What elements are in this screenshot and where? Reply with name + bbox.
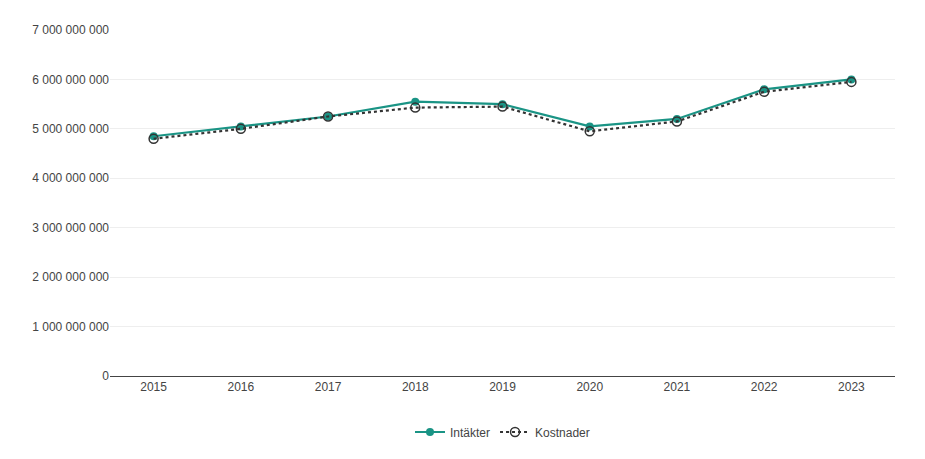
svg-text:2019: 2019	[489, 380, 516, 394]
svg-text:2018: 2018	[402, 380, 429, 394]
svg-text:6 000 000 000: 6 000 000 000	[32, 73, 109, 87]
svg-text:1 000 000 000: 1 000 000 000	[32, 320, 109, 334]
svg-text:7 000 000 000: 7 000 000 000	[32, 23, 109, 37]
svg-text:Intäkter: Intäkter	[450, 426, 490, 440]
svg-text:2022: 2022	[751, 380, 778, 394]
svg-text:2021: 2021	[664, 380, 691, 394]
svg-text:2017: 2017	[315, 380, 342, 394]
svg-text:5 000 000 000: 5 000 000 000	[32, 122, 109, 136]
svg-text:3 000 000 000: 3 000 000 000	[32, 221, 109, 235]
svg-text:2023: 2023	[838, 380, 865, 394]
svg-text:2016: 2016	[227, 380, 254, 394]
svg-text:2 000 000 000: 2 000 000 000	[32, 270, 109, 284]
svg-text:2015: 2015	[140, 380, 167, 394]
svg-text:2020: 2020	[576, 380, 603, 394]
svg-text:0: 0	[102, 369, 109, 383]
svg-text:4 000 000 000: 4 000 000 000	[32, 171, 109, 185]
svg-text:Kostnader: Kostnader	[535, 426, 590, 440]
